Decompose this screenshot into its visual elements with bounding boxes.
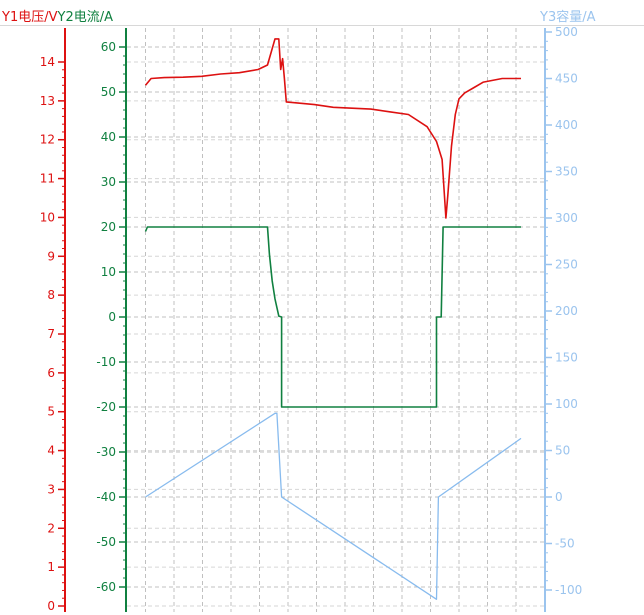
capacity-series-line — [145, 412, 522, 600]
y1-tick-label: 12 — [40, 133, 55, 147]
y2-tick-label: 30 — [101, 175, 116, 189]
y2-tick-label: 0 — [108, 310, 116, 324]
y2-tick-label: 10 — [101, 265, 116, 279]
y3-tick-label: 350 — [555, 165, 578, 179]
y1-tick-label: 4 — [47, 444, 55, 458]
y2-tick-label: 50 — [101, 85, 116, 99]
y1-tick-label: 8 — [47, 288, 55, 302]
y3-tick-label: 200 — [555, 304, 578, 318]
y1-axis-title: Y1电压/VY2电流/A — [2, 10, 114, 25]
axes: 01234567891011121314-60-50-40-30-20-1001… — [40, 25, 583, 613]
y3-tick-label: 150 — [555, 351, 578, 365]
y3-tick-label: 400 — [555, 118, 578, 132]
y3-tick-label: 500 — [555, 25, 578, 39]
y1-tick-label: 6 — [47, 366, 55, 380]
y2-tick-label: 20 — [101, 220, 116, 234]
y3-tick-label: 0 — [555, 490, 563, 504]
y2-tick-label: 40 — [101, 130, 116, 144]
y2-tick-label: -10 — [96, 355, 116, 369]
y3-tick-label: 450 — [555, 72, 578, 86]
y1-tick-label: 0 — [47, 599, 55, 613]
current-series-line — [144, 226, 521, 408]
y2-tick-label: -40 — [96, 490, 116, 504]
y3-tick-label: 100 — [555, 397, 578, 411]
y2-tick-label: -50 — [96, 535, 116, 549]
y1-tick-label: 14 — [40, 55, 55, 69]
y3-tick-label: -100 — [555, 583, 582, 597]
y1-tick-label: 5 — [47, 405, 55, 419]
y1-tick-label: 2 — [47, 521, 55, 535]
y3-tick-label: 300 — [555, 211, 578, 225]
y1-tick-label: 1 — [47, 560, 55, 574]
y3-tick-label: -50 — [555, 537, 575, 551]
y2-axis-title: Y2电流/A — [57, 10, 114, 25]
voltage-series-line — [144, 38, 521, 219]
y1-tick-label: 10 — [40, 210, 55, 224]
y1-tick-label: 13 — [40, 94, 55, 108]
y2-tick-label: -60 — [96, 580, 116, 594]
series-layer — [144, 38, 522, 600]
y3-tick-label: 50 — [555, 444, 570, 458]
y3-tick-label: 250 — [555, 258, 578, 272]
grid — [127, 28, 545, 612]
y1-tick-label: 11 — [40, 172, 55, 186]
y1-tick-label: 3 — [47, 482, 55, 496]
y3-axis-title: Y3容量/A — [540, 10, 596, 25]
y2-tick-label: -20 — [96, 400, 116, 414]
y2-tick-label: -30 — [96, 445, 116, 459]
y2-tick-label: 60 — [101, 40, 116, 54]
y1-tick-label: 9 — [47, 249, 55, 263]
y1-tick-label: 7 — [47, 327, 55, 341]
